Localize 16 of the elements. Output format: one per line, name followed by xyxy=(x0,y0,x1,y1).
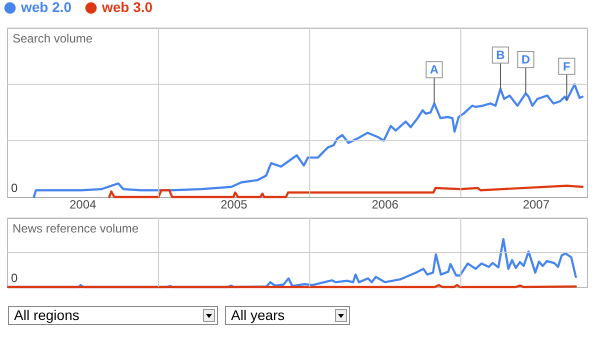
x-tick-label: 2005 xyxy=(220,198,248,212)
annotation: B xyxy=(496,48,506,62)
annotation: 0 xyxy=(11,271,18,285)
legend-label: web 2.0 xyxy=(20,0,72,15)
x-tick-label: 2006 xyxy=(372,198,399,212)
annotation: F xyxy=(563,59,570,74)
y-axis-title: Search volume xyxy=(12,32,93,46)
x-tick-label: 2007 xyxy=(522,198,550,212)
text: All years xyxy=(231,307,285,323)
legend-label: web 3.0 xyxy=(101,0,153,15)
annotation: 0 xyxy=(11,181,18,195)
annotation: A xyxy=(430,62,439,77)
y-axis-title: News reference volume xyxy=(12,222,139,236)
annotation: D xyxy=(521,52,530,67)
text: All regions xyxy=(14,307,80,323)
x-tick-label: 2004 xyxy=(69,198,97,212)
